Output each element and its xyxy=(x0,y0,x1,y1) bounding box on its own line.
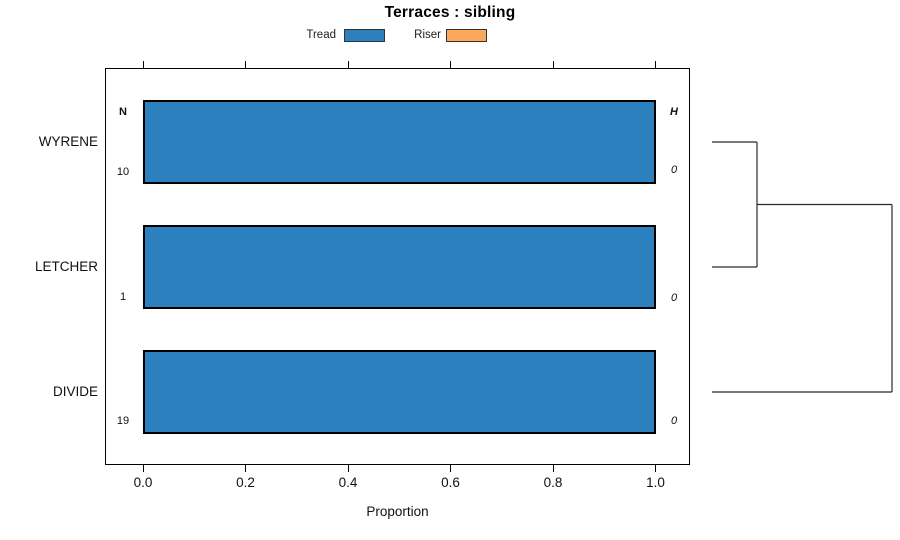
x-tick-label: 0.2 xyxy=(236,475,255,490)
bar-letcher-tread xyxy=(143,225,656,309)
x-axis-tick-top xyxy=(552,61,554,68)
legend-swatch-riser xyxy=(446,29,487,42)
x-axis-tick-bottom xyxy=(450,465,451,472)
x-axis-tick-top xyxy=(655,61,656,68)
y-label-wyrene: WYRENE xyxy=(38,134,98,149)
x-axis-tick-top xyxy=(142,61,144,68)
n-value-letcher: 1 xyxy=(119,291,127,303)
chart-title: Terraces : sibling xyxy=(384,4,516,21)
x-axis-label: Proportion xyxy=(366,504,429,519)
h-column-header: H xyxy=(670,106,678,118)
x-axis-tick-top xyxy=(245,61,246,68)
n-column-header: N xyxy=(119,106,127,118)
x-axis-tick-bottom xyxy=(142,465,144,472)
legend-swatch-tread xyxy=(344,29,385,42)
x-axis-tick-bottom xyxy=(552,465,554,472)
n-value-wyrene: 10 xyxy=(116,166,130,178)
x-axis-tick-bottom xyxy=(245,465,246,472)
h-value-divide: 0 xyxy=(670,415,678,427)
h-value-letcher: 0 xyxy=(670,292,678,304)
n-value-divide: 19 xyxy=(116,415,130,427)
bar-divide-tread xyxy=(143,350,656,434)
x-axis-tick-top xyxy=(347,61,349,68)
x-tick-label: 0.0 xyxy=(133,475,153,490)
x-axis-tick-bottom xyxy=(347,465,349,472)
legend-label-tread: Tread xyxy=(306,29,336,41)
x-tick-label: 0.8 xyxy=(543,475,563,490)
x-tick-label: 0.6 xyxy=(441,475,460,490)
y-label-divide: DIVIDE xyxy=(52,384,98,399)
x-tick-label: 0.4 xyxy=(338,475,358,490)
h-value-wyrene: 0 xyxy=(670,164,678,176)
y-label-letcher: LETCHER xyxy=(34,259,98,274)
x-axis-tick-top xyxy=(450,61,451,68)
x-axis-tick-bottom xyxy=(655,465,656,472)
x-tick-label: 1.0 xyxy=(646,475,665,490)
legend-label-riser: Riser xyxy=(414,29,441,41)
bar-wyrene-tread xyxy=(143,100,656,184)
